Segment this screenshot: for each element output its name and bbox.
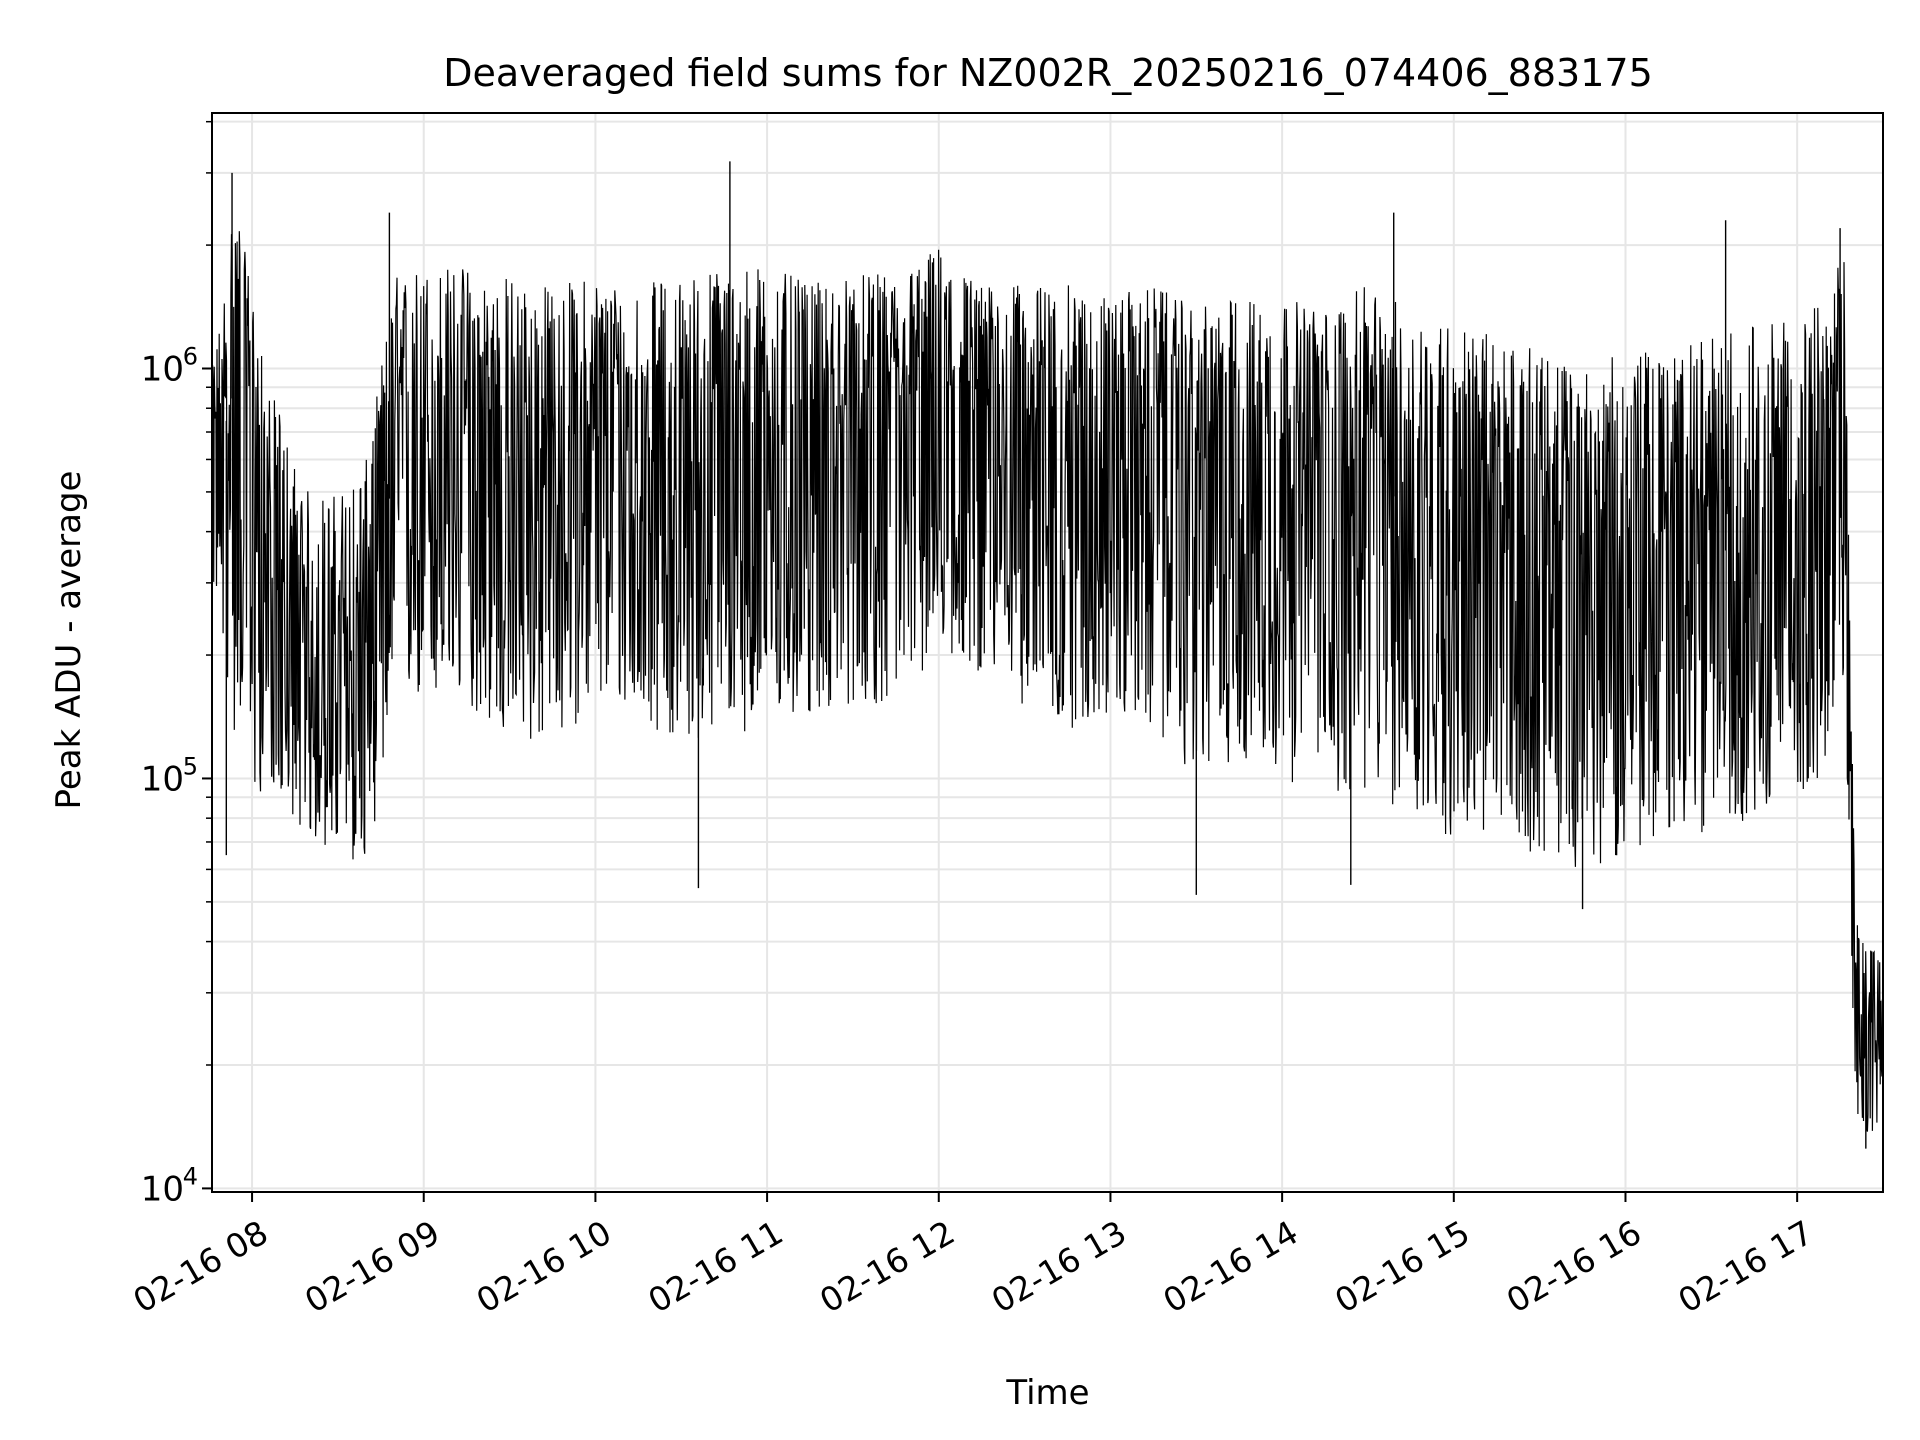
y-axis-label: Peak ADU - average <box>49 471 89 810</box>
y-tick-label-exponent: 4 <box>183 1162 198 1190</box>
y-tick-label-base: 10 <box>141 350 184 390</box>
data-layer <box>211 161 1884 1149</box>
y-tick-label-exponent: 5 <box>183 752 198 780</box>
y-tick-label: 10 <box>141 759 184 799</box>
y-tick-label-base: 10 <box>141 1169 184 1209</box>
y-tick-label: 10 <box>141 350 184 390</box>
chart-title: Deaveraged field sums for NZ002R_2025021… <box>443 51 1653 95</box>
y-tick-label: 10 <box>141 1169 184 1209</box>
y-tick-label-exponent: 6 <box>183 343 198 371</box>
series-line <box>211 231 1884 1132</box>
plot-frame <box>211 112 1884 1193</box>
x-axis-label: Time <box>1005 1373 1089 1413</box>
y-tick-label-base: 10 <box>141 759 184 799</box>
